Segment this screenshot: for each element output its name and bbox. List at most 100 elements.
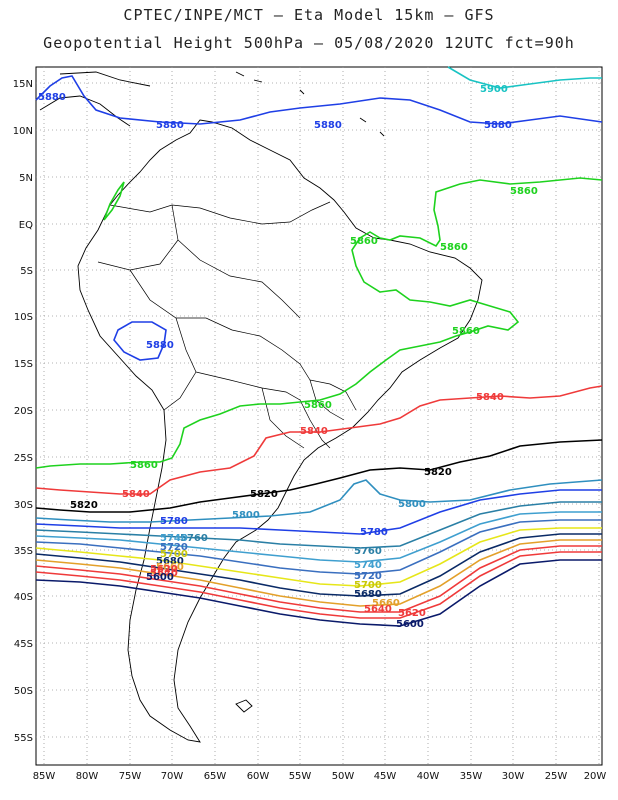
lat-label: 20S [14,406,33,417]
contour-label: 5860 [304,400,332,411]
lat-label: 15N [13,79,33,90]
lon-label: 65W [204,771,227,782]
central-america [39,71,151,127]
lat-label: 35S [14,546,33,557]
lat-label: 45S [14,639,33,650]
contour-label: 5820 [70,500,98,511]
graticule [36,67,602,765]
contour-label: 5600 [146,572,174,583]
contour-label: 5880 [146,340,174,351]
contour-label: 5640 [364,604,392,615]
contour-label: 5880 [314,120,342,131]
contour-labels: 5900 5880 5880 5880 5880 5880 5860 5860 … [38,84,538,630]
contour-5880 [35,75,603,125]
contour-label: 5880 [484,120,512,131]
lon-label: 60W [247,771,270,782]
contour-label: 5720 [160,542,188,553]
contour-label: 5700 [354,580,382,591]
lon-label: 35W [460,771,483,782]
contour-label: 5840 [122,489,150,500]
contour-label: 5820 [424,467,452,478]
contours [35,66,603,627]
lon-label: 75W [119,771,142,782]
lon-label: 45W [374,771,397,782]
lat-label: 50S [14,686,33,697]
contour-label: 5800 [232,510,260,521]
contour-5680 [35,533,602,597]
contour-5700 [35,527,602,587]
lat-label: 5N [19,173,33,184]
lat-label: 30S [14,500,33,511]
contour-label: 5820 [250,489,278,500]
south-america-coastline [77,119,483,743]
lon-label: 80W [76,771,99,782]
contour-5780 [35,489,602,535]
contour-label: 5760 [180,533,208,544]
map-frame [35,66,603,766]
contour-label: 5700 [160,549,188,560]
lon-label: 20W [584,771,607,782]
contour-label: 5720 [354,571,382,582]
contour-label: 5860 [510,186,538,197]
lat-label: 15S [14,359,33,370]
lat-label: 5S [20,266,33,277]
contour-label: 5780 [160,516,188,527]
contour-label: 5780 [360,527,388,538]
contour-label: 5640 [150,568,178,579]
contour-5820 [35,439,603,513]
lon-label: 85W [33,771,56,782]
contour-5600 [35,559,602,627]
contour-label: 5660 [156,562,184,573]
country-borders [97,201,357,449]
longitude-axis: 85W 80W 75W 70W 65W 60W 55W 50W 45W 40W … [33,771,607,782]
lat-label: EQ [19,220,33,231]
lat-label: 10S [14,312,33,323]
contour-5720 [35,519,602,575]
contour-label: 5740 [354,560,382,571]
islands [235,71,385,137]
contour-label: 5880 [156,120,184,131]
contour-label: 5800 [398,499,426,510]
contour-5640 [35,545,602,613]
contour-label: 5740 [160,533,188,544]
map-title: CPTEC/INPE/MCT – Eta Model 15km – GFS [123,6,495,24]
contour-label: 5760 [354,546,382,557]
map-subtitle: Geopotential Height 500hPa – 05/08/2020 … [43,34,575,52]
contour-5840 [35,385,603,495]
lon-label: 50W [332,771,355,782]
lat-label: 10N [13,126,33,137]
contour-5880-closed [113,321,167,361]
contour-label: 5860 [440,242,468,253]
lon-label: 30W [502,771,525,782]
contour-label: 5620 [398,608,426,619]
contour-5800 [35,479,603,523]
contour-label: 5840 [476,392,504,403]
contour-label: 5900 [480,84,508,95]
coastlines [39,71,483,743]
contour-label: 5680 [156,556,184,567]
contour-5740 [35,511,602,563]
contour-label: 5620 [150,564,178,575]
lon-label: 40W [417,771,440,782]
lat-label: 40S [14,592,33,603]
lat-label: 55S [14,733,33,744]
lon-label: 55W [289,771,312,782]
contour-label: 5860 [452,326,480,337]
contour-label: 5860 [130,460,158,471]
contour-5660 [35,539,602,607]
lat-label: 25S [14,453,33,464]
contour-label: 5840 [300,426,328,437]
contour-label: 5600 [396,619,424,630]
contour-label: 5860 [350,236,378,247]
lon-label: 25W [545,771,568,782]
falkland-islands [235,699,253,713]
contour-label: 5660 [372,598,400,609]
latitude-axis: 15N 10N 5N EQ 5S 10S 15S 20S 25S 30S 35S… [13,79,33,744]
lon-label: 70W [161,771,184,782]
contour-5620 [35,551,602,619]
contour-5760 [35,501,602,549]
contour-5900 [447,66,602,89]
contour-5860-ecuador [103,181,125,221]
contour-label: 5880 [38,92,66,103]
